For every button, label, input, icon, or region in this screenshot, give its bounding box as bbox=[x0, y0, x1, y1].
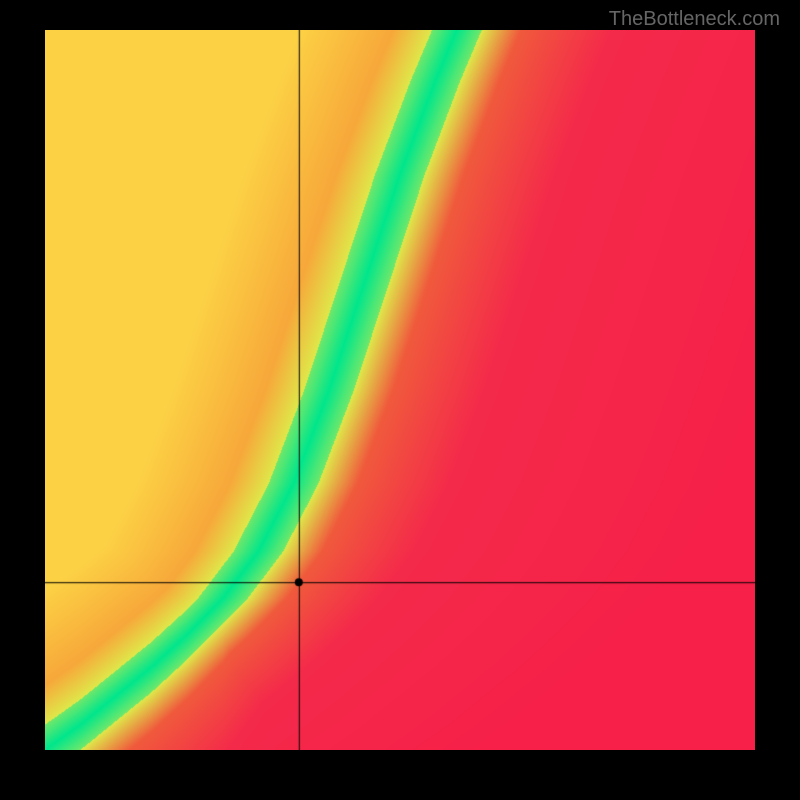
chart-container: TheBottleneck.com bbox=[0, 0, 800, 800]
watermark-text: TheBottleneck.com bbox=[609, 8, 780, 31]
bottleneck-heatmap bbox=[45, 30, 755, 750]
